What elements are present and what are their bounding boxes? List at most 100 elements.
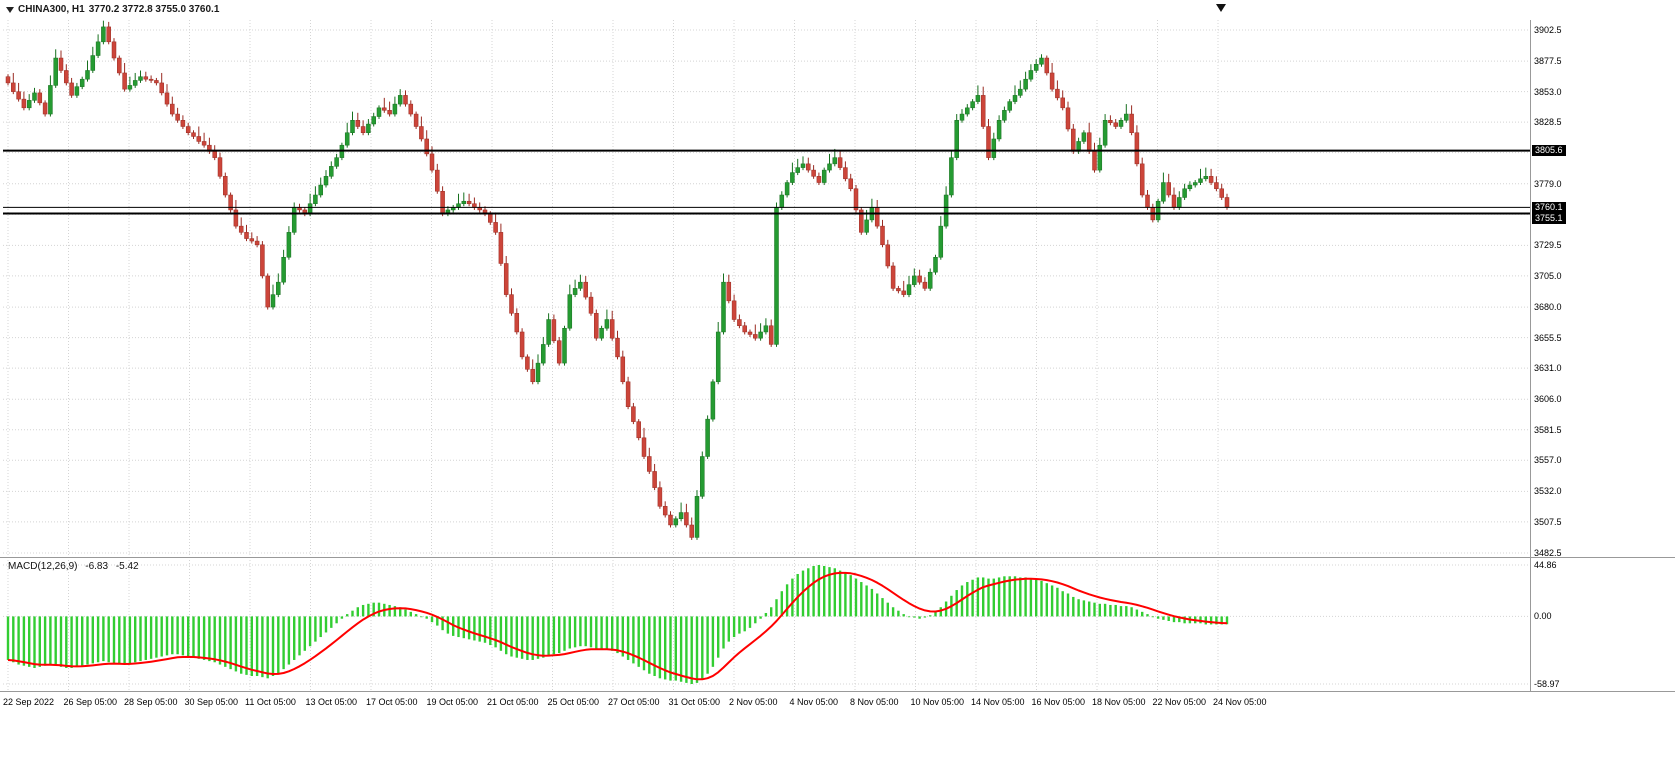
candle-body [79,78,85,87]
candle-body [138,76,143,81]
candle-body [159,82,164,94]
candle-body [535,362,541,383]
candle-body [641,437,647,457]
chart-shift-marker-icon[interactable] [1216,4,1226,12]
time-axis-label: 26 Sep 05:00 [63,697,118,707]
macd-bar [192,616,195,658]
macd-bar [107,616,110,663]
candle-body [1007,101,1012,111]
candle-body [143,76,149,80]
macd-bar [833,568,836,617]
candle-body [514,313,520,333]
candle-body [74,86,80,96]
candle-body [827,163,832,171]
time-axis-label: 19 Oct 05:00 [426,697,479,707]
candle-body [313,194,318,204]
candle-body [1124,113,1129,121]
candle-body [694,496,700,538]
candle-body [233,209,239,227]
macd-bar [1040,580,1043,617]
candle-body [307,203,313,214]
macd-bar [144,616,147,660]
candle-body [848,178,853,190]
macd-bar [1204,616,1207,625]
candle-body [1071,128,1076,152]
symbol-dropdown-icon[interactable] [6,6,14,13]
candle-body [1060,97,1065,109]
macd-bar [987,578,990,617]
candle-body [970,101,975,109]
macd-bar [573,616,577,648]
macd-bar [971,579,974,617]
macd-bar [361,604,365,617]
symbol-title: CHINA300, H1 [18,4,85,15]
macd-bar [1156,616,1160,619]
macd-bar [494,616,497,648]
macd-bar [81,616,84,666]
macd-bar [695,616,699,683]
time-axis-label: 18 Nov 05:00 [1092,697,1146,707]
macd-bar [706,616,709,674]
symbol-ohlc-values: 3770.2 3772.8 3755.0 3760.1 [88,4,220,15]
candle-body [117,57,122,74]
candle-body [864,219,869,233]
macd-bar [213,616,216,663]
macd-bar [59,616,63,667]
candle-body [85,70,90,80]
candle-body [821,169,827,183]
macd-bar [1183,616,1186,624]
macd-bar [870,588,874,617]
candle-body [244,232,249,239]
macd-bar [626,616,630,660]
macd-bar [664,616,667,680]
candle-body [435,169,440,192]
macd-bar [552,616,556,655]
price-axis-label: 3631.0 [1534,363,1562,374]
candle-body [726,281,732,302]
macd-bar [1003,576,1006,617]
candle-body [1113,122,1118,127]
macd-bar [611,616,614,651]
macd-bar [1103,603,1107,617]
macd-bar [414,614,418,617]
macd-bar [22,616,26,666]
candle-body [700,456,705,497]
macd-bar [669,616,672,681]
macd-bar [229,616,232,670]
macd-bar [796,574,799,617]
macd-bar [346,614,349,617]
candle-body [1065,107,1071,130]
macd-bar [351,610,354,617]
macd-bar [515,616,518,658]
macd-bar [891,607,895,617]
candle-body [132,80,138,86]
macd-bar [854,578,858,617]
macd-bar [75,616,79,667]
candle-body [530,369,535,383]
candle-body [890,265,896,289]
macd-bar [38,616,41,667]
candle-body [980,95,986,127]
macd-bar [1209,616,1213,625]
candle-body [906,284,912,295]
macd-bar [1172,616,1176,623]
candle-body [111,41,117,59]
macd-bar [897,610,900,617]
candle-body [721,281,726,333]
candle-body [344,132,350,146]
macd-bar [1199,616,1202,624]
candle-body [774,207,779,345]
price-axis-label: 3729.5 [1534,240,1562,251]
macd-bar [1008,576,1011,617]
macd-histogram [6,565,1229,684]
candle-body [90,55,96,71]
candle-body [254,240,260,246]
candle-body [896,288,901,292]
macd-bar [1119,606,1123,617]
candle-body [731,300,737,320]
macd-bar [1019,577,1022,617]
macd-bar [128,616,132,664]
grid [3,20,1530,690]
macd-bar [849,575,852,617]
